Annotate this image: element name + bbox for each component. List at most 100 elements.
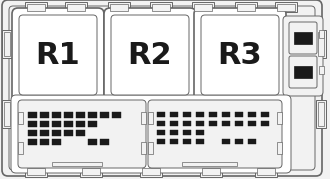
Bar [196,112,204,117]
FancyBboxPatch shape [289,22,317,54]
Bar [235,139,243,144]
Bar [222,121,230,126]
FancyBboxPatch shape [283,16,323,96]
FancyBboxPatch shape [9,6,315,170]
Bar [196,121,204,126]
Bar [25,167,47,177]
Bar [2,100,12,128]
Bar [257,168,275,175]
Bar [28,121,37,127]
Bar [157,139,165,144]
Bar [196,130,204,135]
Bar [4,102,10,126]
Bar [28,130,37,136]
Bar [40,121,49,127]
Bar [64,121,73,127]
Bar [140,167,162,177]
FancyBboxPatch shape [18,100,146,168]
FancyBboxPatch shape [12,8,104,102]
Bar [18,112,23,124]
Bar [237,4,255,11]
Bar [28,139,37,145]
Bar [88,112,97,118]
FancyBboxPatch shape [289,56,317,88]
FancyBboxPatch shape [201,15,279,95]
Bar [202,168,220,175]
Bar [27,4,45,11]
Bar [319,30,324,38]
Bar [76,121,85,127]
Bar [183,139,191,144]
FancyBboxPatch shape [194,8,286,102]
Bar [27,168,45,175]
Bar [235,112,243,117]
Bar [76,112,85,118]
Bar [82,168,100,175]
Bar [200,167,222,177]
Bar [261,121,269,126]
Bar [148,112,153,124]
Text: R3: R3 [218,40,262,69]
Bar [248,121,256,126]
Bar [277,4,295,11]
Bar [2,30,12,58]
Bar [108,2,130,12]
Bar [209,112,217,117]
Bar [194,4,212,11]
Bar [294,32,312,44]
Bar [150,2,172,12]
Bar [4,32,10,56]
FancyBboxPatch shape [19,15,97,95]
Text: R2: R2 [128,40,172,69]
Bar [157,121,165,126]
Bar [183,112,191,117]
Bar [235,2,257,12]
Bar [18,142,23,154]
Bar [170,112,178,117]
Bar [255,167,277,177]
Bar [76,130,85,136]
Bar [88,139,97,145]
FancyBboxPatch shape [2,0,322,176]
Bar [52,121,61,127]
Bar [110,4,128,11]
FancyBboxPatch shape [111,15,189,95]
Bar [182,156,237,166]
Bar [316,30,326,58]
Bar [152,4,170,11]
Bar [141,112,146,124]
Bar [80,167,102,177]
Bar [52,156,102,166]
Bar [64,130,73,136]
Bar [222,112,230,117]
Bar [318,102,324,126]
Bar [52,139,61,145]
Bar [52,130,61,136]
FancyBboxPatch shape [11,95,291,173]
Bar [192,2,214,12]
Bar [182,162,237,166]
Bar [275,2,297,12]
Text: R1: R1 [36,40,81,69]
Bar [52,112,61,118]
Bar [100,139,109,145]
Bar [248,139,256,144]
FancyBboxPatch shape [148,100,282,168]
Bar [112,112,121,118]
Bar [277,112,282,124]
Bar [52,162,102,166]
Bar [318,32,324,56]
FancyBboxPatch shape [104,8,196,102]
Bar [183,130,191,135]
Bar [319,66,324,74]
Bar [183,121,191,126]
Bar [40,139,49,145]
Bar [25,2,47,12]
Bar [40,112,49,118]
Bar [67,4,85,11]
Bar [222,139,230,144]
Bar [170,139,178,144]
Bar [157,112,165,117]
Bar [248,112,256,117]
Bar [64,112,73,118]
